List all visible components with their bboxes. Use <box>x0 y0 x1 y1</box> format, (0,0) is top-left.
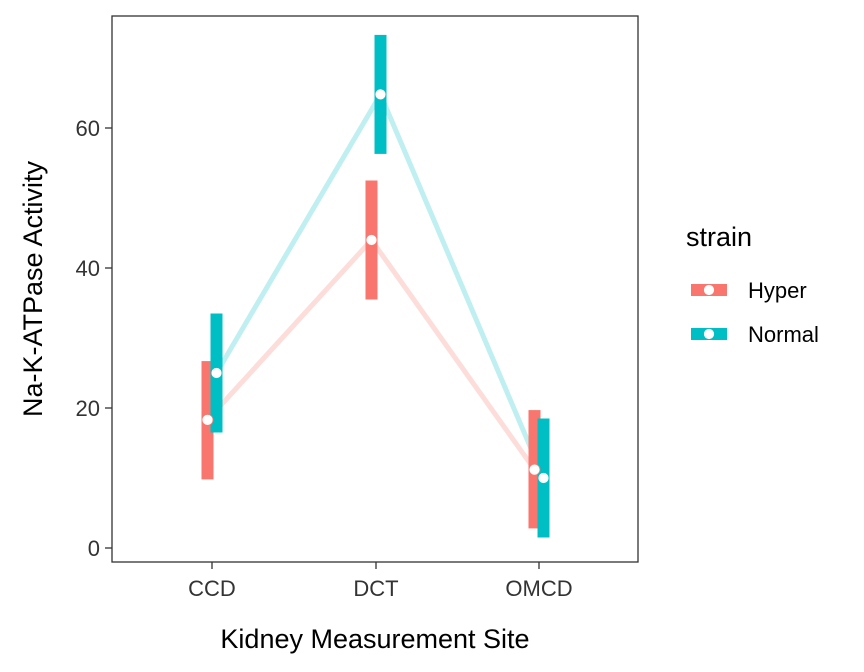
mean-point-hyper-omcd <box>528 463 541 476</box>
legend-label: Hyper <box>748 278 807 303</box>
legend: strain Hyper Normal <box>686 222 819 347</box>
mean-point-hyper-dct <box>365 234 378 246</box>
legend-item-normal: Normal <box>691 322 819 347</box>
mean-point-hyper-ccd <box>201 413 214 426</box>
mean-points <box>201 88 550 484</box>
x-tick-label: DCT <box>353 576 398 601</box>
x-tick-label: CCD <box>188 576 236 601</box>
legend-key-point <box>703 284 715 296</box>
y-tick-label: 40 <box>76 256 100 281</box>
x-tick-label: OMCD <box>505 576 572 601</box>
x-axis: CCD DCT OMCD <box>188 562 573 601</box>
legend-label: Normal <box>748 322 819 347</box>
mean-point-normal-omcd <box>537 472 550 484</box>
error-bars <box>201 34 550 538</box>
legend-item-hyper: Hyper <box>691 278 807 303</box>
legend-key-point <box>703 328 715 340</box>
y-axis-title: Na-K-ATPase Activity <box>18 160 48 417</box>
y-tick-label: 60 <box>76 116 100 141</box>
y-axis: 0 20 40 60 <box>76 116 112 561</box>
y-tick-label: 0 <box>88 536 100 561</box>
x-axis-title: Kidney Measurement Site <box>220 624 529 654</box>
legend-title: strain <box>686 222 752 252</box>
mean-point-normal-ccd <box>210 367 223 379</box>
mean-point-normal-dct <box>374 88 387 101</box>
plot-panel-border <box>111 15 639 563</box>
y-tick-label: 20 <box>76 396 100 421</box>
